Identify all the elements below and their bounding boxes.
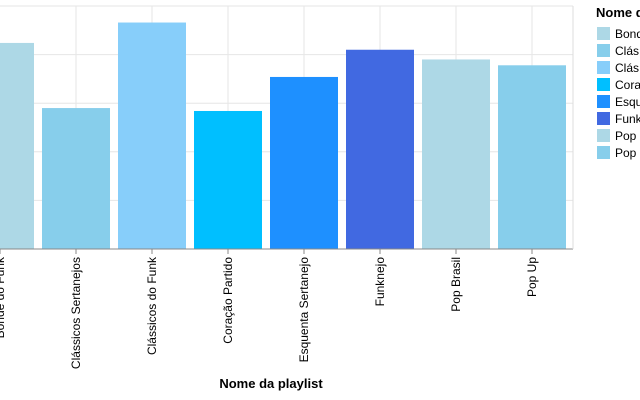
x-tick-label: Clássicos do Funk [145,256,159,355]
legend-item: Funk [597,112,640,126]
legend-label: Clás [615,61,639,75]
legend-label: Clás [615,44,639,58]
legend-label: Pop [615,129,637,143]
legend-swatch [597,61,610,74]
legend-label: Cora [615,78,640,92]
bar [0,42,34,249]
legend-label: Esqu [615,95,640,109]
legend-item: Bonde [597,27,640,41]
legend-item: Clás [597,44,639,58]
bar [194,110,262,249]
legend-swatch [597,27,610,40]
legend-item: Cora [597,78,640,92]
legend-swatch [597,129,610,142]
legend-item: Esqu [597,95,640,109]
bar [346,49,414,249]
bars-group [0,22,566,250]
x-axis-ticks: Bonde do Funk Clássicos Sertanejos Clássic… [0,249,539,369]
legend-swatch [597,78,610,91]
bar [270,76,338,250]
legend-item: Clás [597,61,639,75]
x-tick-label: Clássicos Sertanejos [69,257,83,369]
bar [422,59,490,250]
legend-label: Pop [615,146,637,160]
legend: Nome d Bonde Clás Clás Cora Esqu Funk Pop Pop [596,5,640,160]
legend-swatch [597,44,610,57]
bar [498,65,566,250]
x-tick-label: Esquenta Sertanejo [297,257,311,363]
legend-swatch [597,112,610,125]
x-tick-label: Pop Up [525,257,539,297]
legend-title: Nome d [596,5,640,20]
x-tick-label: Pop Brasil [449,257,463,312]
legend-item: Pop [597,129,637,143]
legend-items: Bonde Clás Clás Cora Esqu Funk Pop Pop [597,27,640,160]
x-axis-title: Nome da playlist [219,376,323,391]
legend-label: Bonde [615,27,640,41]
legend-swatch [597,95,610,108]
bar [42,108,110,249]
x-tick-label: Bonde do Funk [0,256,7,338]
legend-swatch [597,146,610,159]
bar [118,22,186,249]
legend-item: Pop [597,146,637,160]
x-tick-label: Coração Partido [221,257,235,344]
x-tick-label: Funknejo [373,257,387,307]
legend-label: Funk [615,112,640,126]
